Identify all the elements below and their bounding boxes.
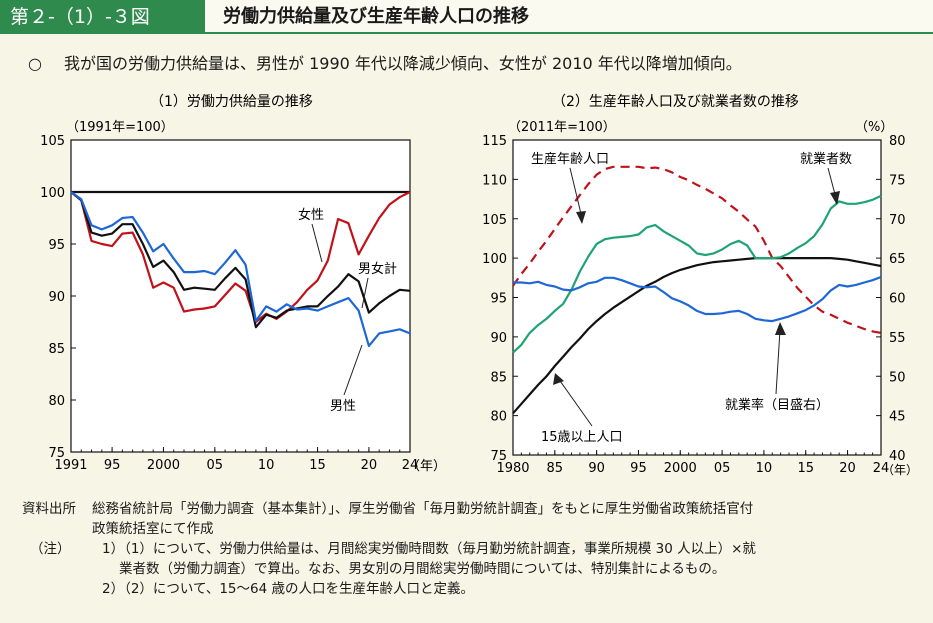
chart2-leader-working-age bbox=[569, 167, 583, 219]
chart1-ytick-label: 75 bbox=[48, 446, 65, 461]
source-text-1: 総務省統計局「労働力調査（基本集計）」、厚生労働省「毎月勤労統計調査」をもとに厚… bbox=[92, 501, 754, 517]
chart2-label-employed: 就業者数 bbox=[800, 151, 852, 167]
note1-text-2: 業者数（労働力調査）で算出。なお、男女別の月間総実労働時間については、特別集計に… bbox=[119, 561, 726, 577]
chart1-ytick-label: 90 bbox=[48, 290, 65, 305]
chart2-series-line-0 bbox=[512, 165, 882, 334]
chart1-leader-female bbox=[311, 223, 323, 263]
figure-title: 労働力供給量及び生産年齢人口の推移 bbox=[205, 0, 933, 34]
chart1-frame bbox=[70, 139, 411, 453]
chart2-ytick-label: 95 bbox=[490, 292, 507, 307]
chart1-xtick-label: 1991 bbox=[54, 458, 87, 473]
chart2-ytick-label: 85 bbox=[490, 370, 507, 385]
chart2-ytick-right-label: 80 bbox=[889, 134, 906, 149]
chart2-ytick-right-label: 55 bbox=[889, 331, 906, 346]
summary-bullet: ○ bbox=[28, 54, 42, 73]
chart1-xtick-label: 20 bbox=[361, 458, 378, 473]
chart2-ytick-right-label: 50 bbox=[889, 370, 906, 385]
chart2-xtick-label: 1980 bbox=[496, 461, 529, 476]
note2-text: 2）（2）について、15～64 歳の人口を生産年齢人口と定義。 bbox=[102, 581, 474, 597]
figure-summary: ○ 我が国の労働力供給量は、男性が 1990 年代以降減少傾向、女性が 2010 … bbox=[28, 50, 742, 74]
chart2-ytick-label: 100 bbox=[482, 252, 507, 267]
chart2-ytick-label: 115 bbox=[482, 134, 507, 149]
chart2-title: （2）生産年齢人口及び就業者数の推移 bbox=[552, 94, 799, 110]
chart1-ytick-label: 80 bbox=[48, 394, 65, 409]
note-line-3: 2）（2）について、15～64 歳の人口を生産年齢人口と定義。 bbox=[22, 579, 756, 599]
chart2-ytick-label: 80 bbox=[490, 410, 507, 425]
chart1-xtick-label: 05 bbox=[207, 458, 224, 473]
note-line-1: （注） 1）（1）について、労働力供給量は、月間総実労働時間数（毎月勤労統計調査，… bbox=[22, 539, 756, 559]
chart1-plot: 75 80 85 90 95 100 105 1991 95 2000 05 10 15 20 24 bbox=[40, 134, 418, 473]
chart1-series-line-1 bbox=[70, 191, 411, 329]
chart2-series-line-1 bbox=[512, 257, 882, 415]
chart2-leader-over15 bbox=[557, 377, 593, 427]
chart2-xtick-label: 95 bbox=[630, 461, 647, 476]
chart1-series-line-2 bbox=[70, 191, 411, 347]
chart1-label-total: 男女計 bbox=[358, 261, 397, 277]
chart1-series-line-0 bbox=[70, 191, 411, 324]
chart1-ytick-label: 105 bbox=[40, 134, 65, 149]
chart1-label-male: 男性 bbox=[330, 399, 356, 414]
source-text-2: 政策統括室にて作成 bbox=[92, 521, 214, 537]
source-line: 資料出所 総務省統計局「労働力調査（基本集計）」、厚生労働省「毎月勤労統計調査」を… bbox=[22, 499, 756, 519]
chart2-arrow-rate bbox=[775, 322, 786, 335]
chart1-ytick-label: 100 bbox=[40, 186, 65, 201]
chart2-ylabel-left: （2011年=100） bbox=[508, 120, 616, 135]
chart2-ytick-right-label: 65 bbox=[889, 252, 906, 267]
note-label: （注） bbox=[30, 541, 71, 557]
chart1-leader-total bbox=[361, 277, 369, 309]
chart1-title: （1）労働力供給量の推移 bbox=[150, 94, 313, 110]
chart2-label-working-age: 生産年齢人口 bbox=[531, 151, 609, 167]
chart2-series-line-2 bbox=[512, 194, 882, 354]
chart2-xtick-label: 10 bbox=[756, 461, 773, 476]
note-line-2: 業者数（労働力調査）で算出。なお、男女別の月間総実労働時間については、特別集計に… bbox=[22, 559, 756, 579]
chart2-ytick-right-label: 60 bbox=[889, 292, 906, 307]
note1-text-1: 1）（1）について、労働力供給量は、月間総実労働時間数（毎月勤労統計調査，事業所… bbox=[102, 541, 756, 557]
chart2-arrow-employed bbox=[830, 191, 840, 205]
chart1-ytick-label: 85 bbox=[48, 342, 65, 357]
chart2-ytick-label: 90 bbox=[490, 331, 507, 346]
chart2-arrow-working-age bbox=[576, 211, 586, 224]
chart2-ytick-right-label: 75 bbox=[889, 173, 906, 188]
summary-text: 我が国の労働力供給量は、男性が 1990 年代以降減少傾向、女性が 2010 年… bbox=[64, 54, 742, 73]
chart1-xtick-label: 2000 bbox=[147, 458, 180, 473]
chart1-xtick-label: 10 bbox=[258, 458, 275, 473]
charts-canvas: （1）労働力供給量の推移 （1991年=100） （年） （2）生産年齢人口及び… bbox=[40, 94, 918, 477]
chart2-xtick-label: 24 bbox=[873, 461, 890, 476]
chart2-xtick-label: 90 bbox=[588, 461, 605, 476]
chart2-xtick-label: 05 bbox=[714, 461, 731, 476]
chart2-xtick-label: 85 bbox=[547, 461, 564, 476]
chart2-ytick-right-label: 40 bbox=[889, 449, 906, 464]
chart1-ylabel: （1991年=100） bbox=[66, 120, 174, 135]
chart1-leader-male bbox=[343, 344, 363, 396]
chart2-leader-rate bbox=[775, 329, 781, 395]
chart1-xunit: （年） bbox=[407, 459, 446, 474]
chart2-plot: 75 80 85 90 95 100 105 110 115 40 45 50 55 60 65 70 75 80… bbox=[482, 134, 905, 476]
chart1-ytick-label: 95 bbox=[48, 238, 65, 253]
chart2-ytick-right-label: 45 bbox=[889, 410, 906, 425]
figure-header: 第２-（1）-３図 労働力供給量及び生産年齢人口の推移 bbox=[0, 0, 933, 34]
chart2-ytick-right-label: 70 bbox=[889, 213, 906, 228]
chart2-arrow-over15 bbox=[553, 373, 564, 385]
chart2-ytick-label: 110 bbox=[482, 173, 507, 188]
chart1-xtick-label: 15 bbox=[309, 458, 326, 473]
chart2-ylabel-right: （%） bbox=[855, 120, 893, 135]
chart1-xtick-label: 24 bbox=[402, 458, 419, 473]
chart1-label-female: 女性 bbox=[298, 207, 324, 223]
figure-number: 第２-（1）-３図 bbox=[0, 0, 205, 34]
chart2-ytick-label: 75 bbox=[490, 449, 507, 464]
chart1-xtick-label: 95 bbox=[104, 458, 121, 473]
source-line-2: 政策統括室にて作成 bbox=[22, 519, 756, 539]
chart2-xunit: （年） bbox=[882, 463, 918, 477]
chart2-ytick-label: 105 bbox=[482, 213, 507, 228]
chart2-label-over15: 15歳以上人口 bbox=[541, 430, 623, 445]
figure-notes: 資料出所 総務省統計局「労働力調査（基本集計）」、厚生労働省「毎月勤労統計調査」を… bbox=[22, 499, 756, 599]
chart2-label-rate: 就業率（目盛右） bbox=[725, 397, 829, 413]
source-label: 資料出所 bbox=[22, 501, 76, 517]
chart2-series-line-3 bbox=[513, 275, 882, 323]
chart2-xtick-label: 15 bbox=[797, 461, 814, 476]
chart2-xtick-label: 2000 bbox=[664, 461, 697, 476]
chart2-xtick-label: 20 bbox=[839, 461, 856, 476]
